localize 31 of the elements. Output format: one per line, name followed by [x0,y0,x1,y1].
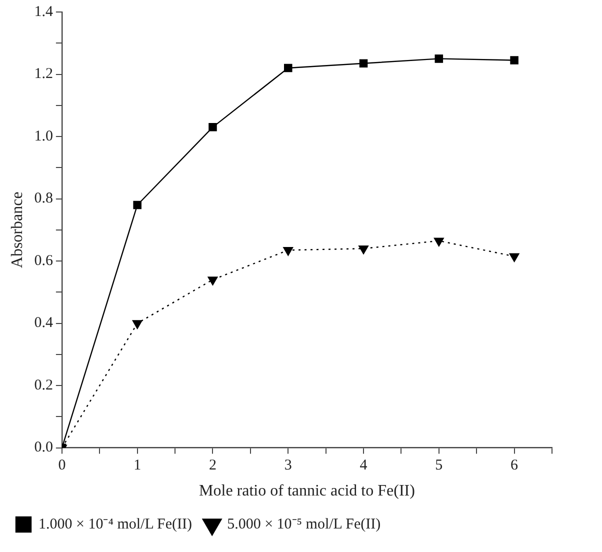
y-tick-label: 1.4 [34,4,54,20]
y-axis-title: Absorbance [8,192,26,268]
point [283,247,294,256]
legend-label: 5.000 × 10⁻⁵ mol/L Fe(II) [227,516,381,532]
x-tick-label: 3 [284,458,292,474]
point [208,123,217,132]
y-tick-label: 0.6 [34,252,54,269]
point [358,245,368,254]
point [284,64,292,72]
x-axis-title: Mole ratio of tannic acid to Fe(II) [199,482,415,500]
legend-label: 1.000 × 10⁻⁴ mol/L Fe(II) [38,516,192,532]
y-tick-label: 0.4 [34,315,54,332]
x-tick-label: 6 [510,458,519,474]
y-tick-label: 0.2 [34,377,53,394]
point [434,54,444,63]
point [132,320,142,329]
y-tick-label: 1.0 [34,128,53,144]
x-tick-label: 4 [360,458,368,474]
y-tick-label: 0.8 [34,190,53,207]
y-tick-label: 1.2 [34,66,53,82]
y-tick-label: 0.0 [34,440,53,456]
x-tick-label: 1 [134,458,142,474]
point [510,56,518,64]
point [359,59,368,68]
point [434,238,444,246]
point [133,200,142,210]
x-tick-label: 2 [208,458,216,474]
point [509,253,520,262]
x-tick-label: 5 [435,458,443,474]
x-tick-label: 0 [58,458,66,474]
point [208,276,218,286]
